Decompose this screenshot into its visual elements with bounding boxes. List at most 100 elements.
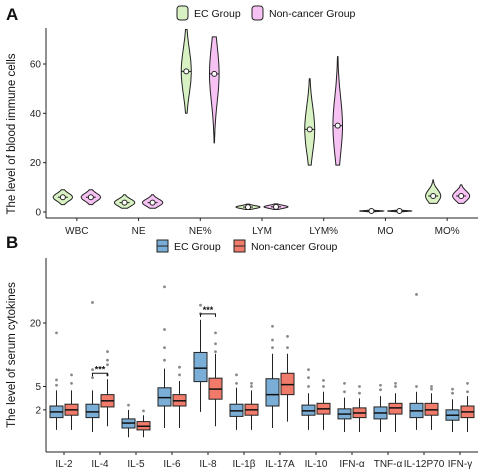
box-noncancer-tnf-outlier [394, 385, 397, 388]
significance-label: *** [95, 364, 106, 374]
box-ec-il17a-outlier [271, 346, 274, 350]
box-noncancer-il2-outlier [70, 382, 73, 385]
box-ec-il1-outlier [235, 382, 238, 385]
panel-a-label: A [6, 5, 18, 24]
box-ec-il2-outlier [55, 383, 58, 387]
panel-b-label: B [6, 233, 18, 252]
box-noncancer-il1-outlier [250, 382, 253, 385]
violin-ec-nepct-median-point [183, 68, 190, 75]
box-ec-il4-outlier [91, 376, 94, 379]
box-ec-il10-outlier [307, 368, 310, 372]
violin-ec-lympct-median-point [306, 126, 313, 133]
significance-bracket [92, 372, 108, 377]
box-noncancer-il1-outlier [250, 385, 253, 388]
box-ec-ifn-outlier [451, 387, 454, 391]
panel-b-x-tick-label: IL-17A [265, 459, 295, 470]
violin-noncancer-mopct-median-point [458, 192, 465, 199]
box-noncancer-il12p70-outlier [430, 385, 433, 388]
panel-a-y-tick-label: 40 [30, 109, 42, 120]
box-ec-il4-outlier [91, 301, 94, 304]
panel-b-x-tick-label: IFN-γ [448, 459, 472, 470]
panel-a-y-tick-label: 20 [30, 158, 42, 169]
panel-a-y-axis-title: The level of blood immune cells [6, 53, 18, 214]
box-ec-il6-outlier [163, 285, 166, 289]
box-ec-tnf-outlier [379, 388, 382, 392]
box-noncancer-il8-outlier [214, 331, 217, 335]
panel-b-x-tick-label: IL-1β [233, 459, 256, 470]
panel-b-x-tick-label: IFN-α [339, 459, 364, 470]
panel-b-y-tick-label: 5 [35, 382, 41, 393]
box-ec-il2-outlier [55, 378, 58, 382]
box-noncancer-tnf-box [388, 402, 403, 415]
box-ec-il1-outlier [235, 373, 238, 377]
box-ec-il6-outlier [163, 358, 166, 362]
box-ec-il8-box [193, 351, 208, 383]
box-ec-il12p70-outlier [415, 385, 418, 388]
legend-b-noncancer-label: Non-cancer Group [251, 241, 338, 253]
panel-b-x-tick-label: IL-4 [91, 459, 109, 470]
box-ec-il10-outlier [307, 385, 310, 388]
panel-a-x-tick-label: NE [132, 226, 146, 237]
significance-bracket [200, 313, 216, 317]
panel-a-plot: 0 20 40 60 WBC NE NE% LYM LYM% MO MO% EC Group Non-c… [30, 5, 478, 237]
box-ec-il17a-outlier [271, 338, 274, 342]
panel-a-x-tick-label: NE% [189, 226, 212, 237]
box-ec-il10-outlier [307, 376, 310, 379]
box-noncancer-il17a-outlier [286, 335, 289, 338]
violin-ec-mo-median-point [368, 208, 375, 215]
box-ec-il4-box [85, 403, 100, 419]
legend-noncancer-label: Non-cancer Group [269, 8, 356, 20]
panel-b-x-tick-label: TNF-α [374, 459, 403, 470]
box-ec-il6-outlier [163, 346, 166, 350]
legend-ec-label: EC Group [194, 8, 241, 20]
violin-ec-ne-median-point [121, 199, 128, 206]
box-noncancer-il8-outlier [214, 350, 217, 354]
panel-b-y-axis-title: The level of serum cytokines [6, 282, 18, 428]
box-noncancer-il17a-outlier [286, 346, 289, 350]
significance-label: *** [203, 305, 214, 315]
box-noncancer-il10-outlier [322, 385, 325, 388]
legend-noncancer-swatch [251, 5, 264, 21]
violin-noncancer-nepct-median-point [211, 70, 218, 77]
box-ec-tnf-outlier [379, 383, 382, 387]
violin-noncancer-ne-median-point [149, 199, 156, 206]
violin-ec-lym-median-point [245, 204, 251, 211]
box-ec-ifn-outlier [343, 382, 346, 385]
panel-b-y-tick-label: 2 [35, 405, 41, 416]
panel-a-y-tick-label: 60 [30, 60, 42, 71]
box-noncancer-ifn-outlier [466, 390, 469, 394]
box-noncancer-il2-outlier [70, 373, 73, 377]
box-ec-il12p70-outlier [415, 293, 418, 296]
box-noncancer-il4-outlier [106, 350, 109, 354]
box-ec-il2-outlier [55, 331, 58, 335]
box-noncancer-ifn-outlier [358, 391, 361, 395]
panel-a-x-tick-label: WBC [65, 226, 88, 237]
box-noncancer-il4-outlier [106, 363, 109, 367]
panel-b-y-tick-label: 20 [30, 319, 42, 330]
panel-b-x-tick-label: IL-12P70 [404, 459, 445, 470]
panel-a-x-tick-label: LYM% [309, 226, 338, 237]
box-ec-il17a-box [265, 378, 280, 407]
box-noncancer-il8-outlier [214, 342, 217, 346]
legend-ec-swatch [176, 5, 189, 21]
box-noncancer-tnf-outlier [394, 382, 397, 385]
box-ec-il17a-outlier [271, 324, 274, 328]
violin-noncancer-lympct-median-point [334, 122, 341, 129]
violin-noncancer-lym-median-point [273, 203, 279, 210]
box-noncancer-ifn-outlier [466, 382, 469, 385]
panel-a-x-tick-label: MO [377, 226, 393, 237]
box-noncancer-il6-outlier [178, 373, 181, 377]
legend-b-ec-label: EC Group [174, 241, 221, 253]
box-noncancer-il4-outlier [106, 358, 109, 362]
box-noncancer-ifn-outlier [358, 385, 361, 388]
box-ec-il5-outlier [127, 403, 130, 407]
box-noncancer-il10-outlier [322, 379, 325, 382]
violin-ec-mopct-median-point [430, 192, 437, 199]
panel-b-plot: 2 5 20 IL-2 IL-4 IL-5 IL-6 IL-8 IL-1β IL-17A IL-10… [30, 239, 478, 470]
violin-noncancer-nepct [209, 36, 220, 144]
box-ec-il4-outlier [91, 368, 94, 372]
box-ec-il6-outlier [163, 328, 166, 331]
panel-b-x-tick-label: IL-5 [127, 459, 145, 470]
violin-noncancer-lympct [332, 56, 343, 166]
panel-a-x-tick-label: MO% [435, 226, 460, 237]
